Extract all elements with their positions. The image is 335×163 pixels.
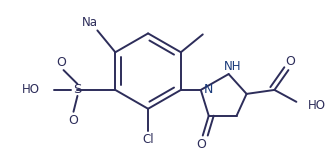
- Text: O: O: [285, 55, 295, 68]
- Text: Cl: Cl: [142, 133, 154, 146]
- Text: O: O: [196, 138, 206, 151]
- Text: O: O: [69, 114, 78, 127]
- Text: S: S: [73, 83, 82, 96]
- Text: HO: HO: [308, 99, 326, 112]
- Text: HO: HO: [22, 83, 40, 96]
- Text: NH: NH: [224, 60, 242, 73]
- Text: N: N: [204, 83, 213, 96]
- Text: O: O: [57, 56, 66, 69]
- Text: Na: Na: [81, 16, 97, 29]
